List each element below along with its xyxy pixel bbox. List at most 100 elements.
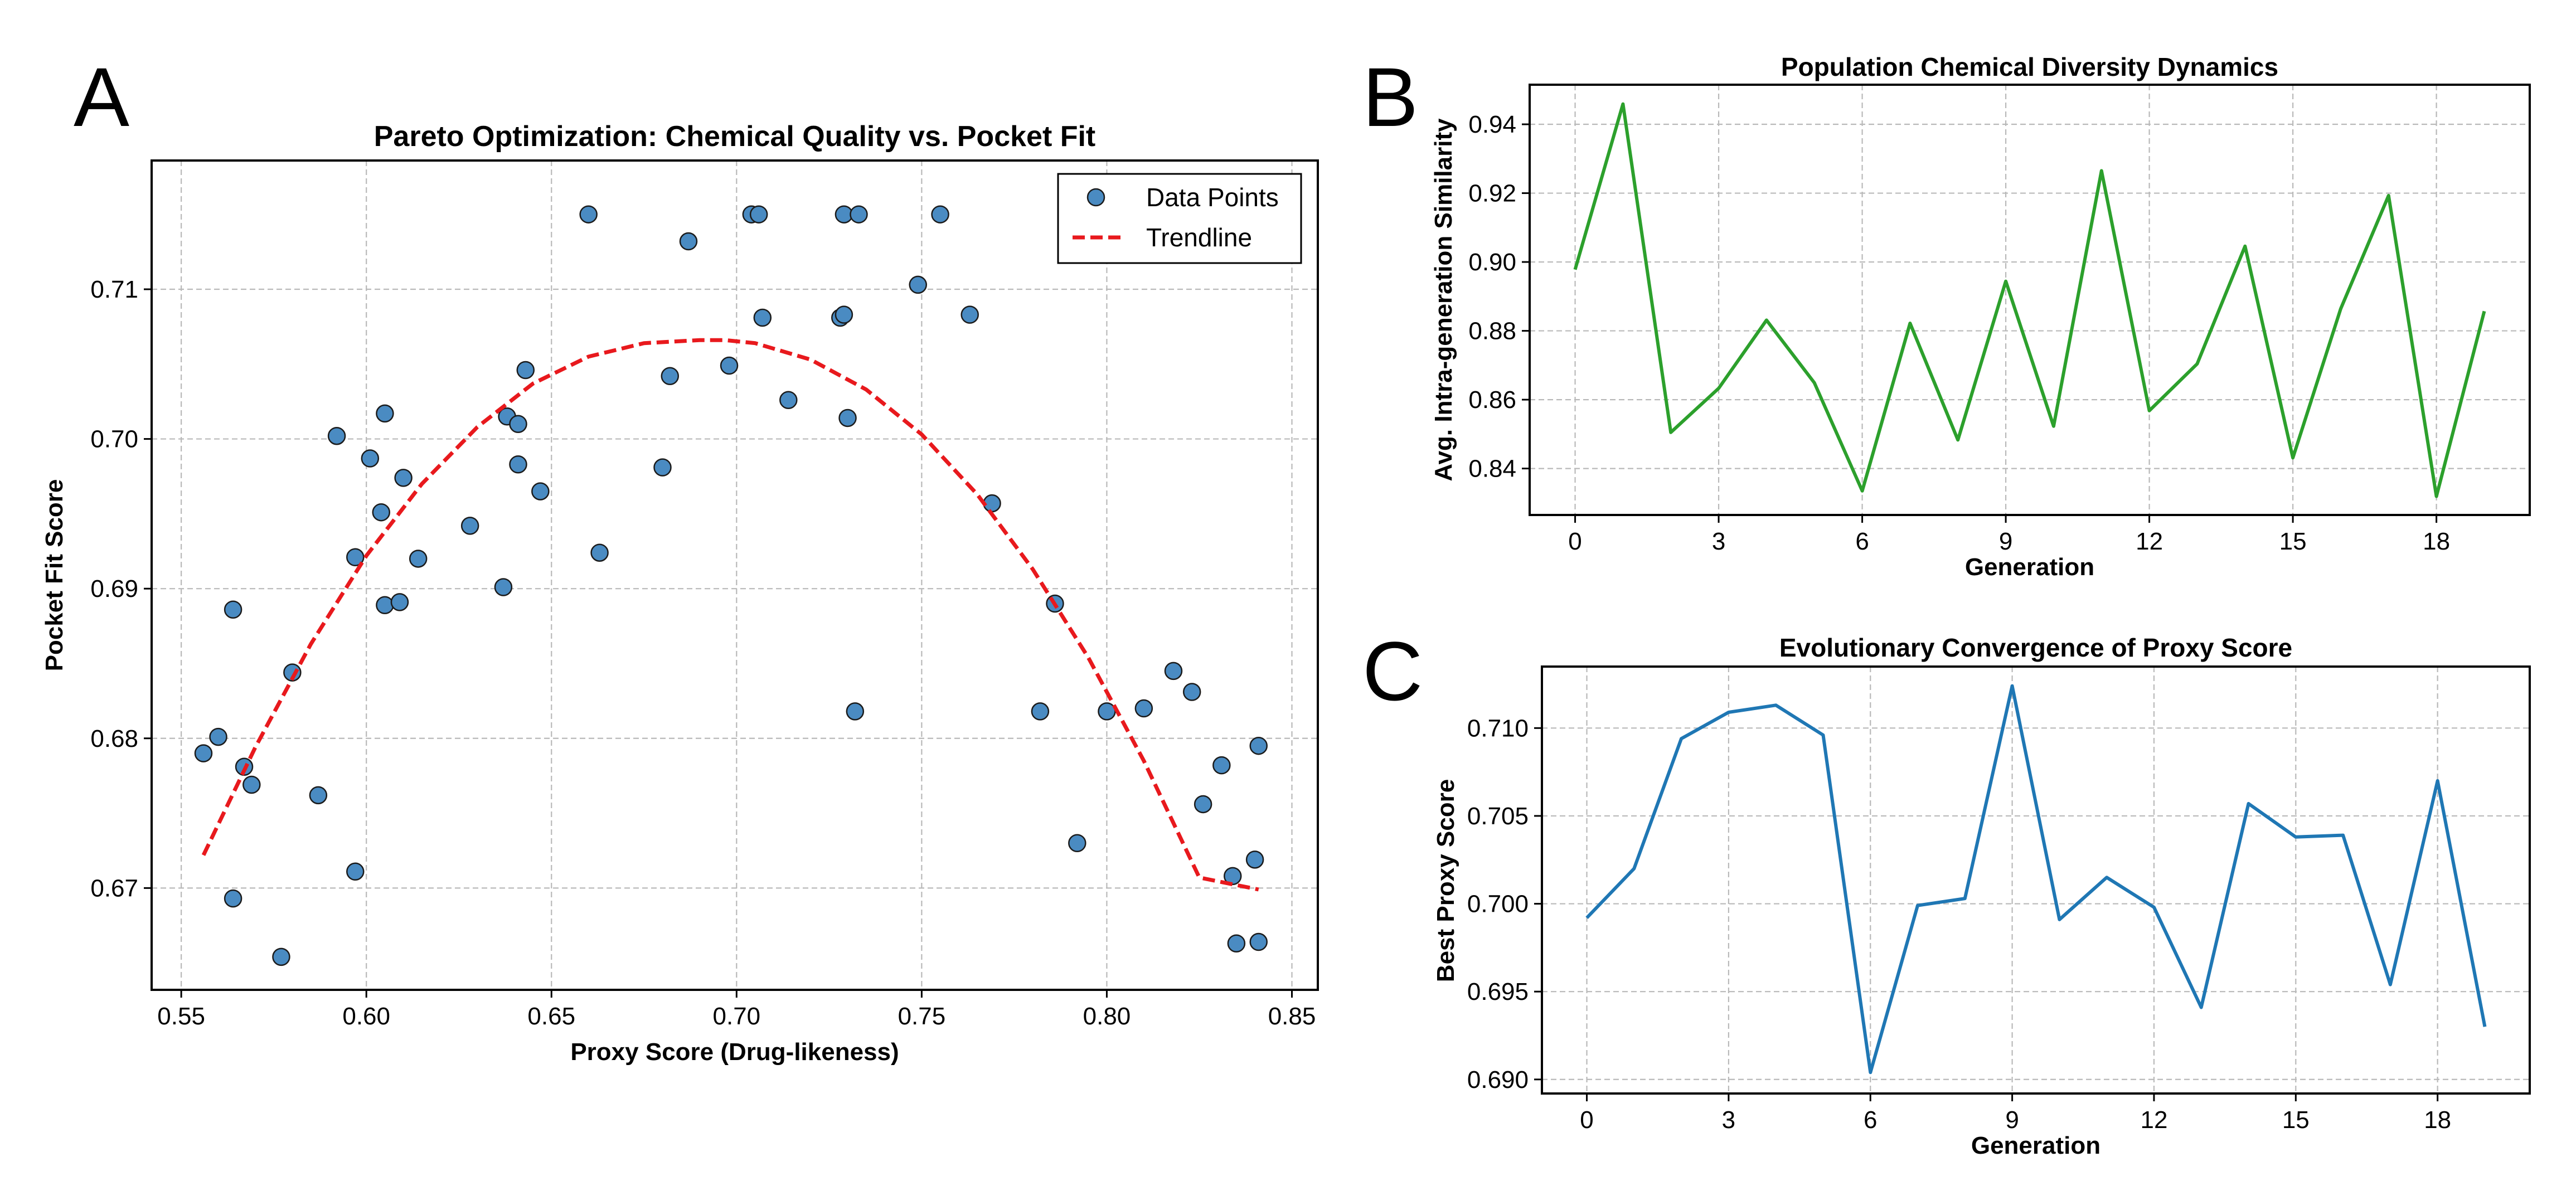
a-xtick-label: 0.80	[1083, 1003, 1131, 1030]
chart-a-xlabel: Proxy Score (Drug-likeness)	[570, 1038, 899, 1066]
b-xtick-label: 6	[1855, 528, 1869, 555]
data-point	[1245, 850, 1264, 869]
data-point	[931, 205, 949, 223]
data-point	[850, 205, 868, 223]
data-point	[720, 356, 739, 375]
panel-letter-c: C	[1362, 624, 1423, 718]
data-point	[579, 205, 598, 223]
data-point	[1249, 932, 1268, 951]
c-xtick-label: 3	[1722, 1106, 1735, 1134]
chart-c-grid	[1542, 667, 2530, 1093]
b-xtick-label: 18	[2423, 528, 2450, 555]
a-xtick-label: 0.70	[713, 1003, 761, 1030]
data-point	[224, 600, 242, 619]
data-point	[516, 361, 535, 380]
proxy-score-line	[1585, 684, 2487, 1075]
c-ytick-label: 0.695	[1467, 978, 1529, 1005]
panel-letter-a: A	[74, 50, 129, 144]
chart-a-grid	[152, 161, 1318, 990]
chart-b-series	[1573, 102, 2486, 498]
b-ytick-label: 0.88	[1468, 318, 1516, 345]
data-point	[1194, 795, 1212, 814]
chart-b-grid	[1530, 85, 2530, 515]
data-point	[283, 663, 302, 682]
a-ytick-label: 0.71	[90, 276, 138, 303]
data-point	[653, 458, 672, 477]
data-point	[779, 391, 798, 409]
chart-b: 0 3 6 9 12 15 18 0.84 0.86 0.88 0.90 0.92 0.94 Popul…	[1430, 52, 2531, 581]
data-point	[1031, 702, 1050, 721]
chart-a-axes: 0.55 0.60 0.65 0.70 0.75 0.80 0.85 0.67 0.68 0.69…	[90, 276, 1316, 1030]
data-point	[376, 596, 394, 614]
b-xtick-label: 0	[1568, 528, 1582, 555]
data-point	[531, 482, 550, 500]
b-xtick-label: 15	[2279, 528, 2307, 555]
data-point	[242, 775, 261, 794]
legend-marker-data-points	[1086, 188, 1105, 207]
c-ytick-label: 0.710	[1467, 715, 1529, 742]
data-point	[590, 543, 609, 562]
chart-c-xlabel: Generation	[1971, 1132, 2100, 1159]
c-xtick-label: 6	[1864, 1106, 1877, 1134]
chart-a-title: Pareto Optimization: Chemical Quality vs…	[374, 120, 1096, 153]
b-xtick-label: 3	[1712, 528, 1725, 555]
a-xtick-label: 0.75	[898, 1003, 946, 1030]
data-point	[494, 578, 513, 596]
panel-letter-b: B	[1362, 50, 1418, 144]
chart-c-title: Evolutionary Convergence of Proxy Score	[1779, 633, 2292, 662]
data-point	[1164, 662, 1183, 681]
a-xtick-label: 0.60	[342, 1003, 390, 1030]
data-point	[409, 550, 428, 568]
legend-label-data-points: Data Points	[1146, 183, 1279, 212]
chart-b-axes: 0 3 6 9 12 15 18 0.84 0.86 0.88 0.90 0.92 0.94	[1468, 111, 2450, 555]
chart-a-frame	[151, 159, 1319, 991]
data-point	[838, 409, 857, 427]
data-point	[1068, 834, 1086, 853]
data-point	[194, 744, 213, 762]
data-point	[460, 517, 479, 535]
chart-a-legend: Data Points Trendline	[1057, 173, 1302, 264]
data-point	[361, 449, 380, 468]
chart-a: 0.55 0.60 0.65 0.70 0.75 0.80 0.85 0.67 0.68 0.69…	[41, 120, 1319, 1066]
data-point	[679, 232, 698, 251]
a-ytick-label: 0.69	[90, 575, 138, 602]
chart-c-series	[1585, 684, 2487, 1075]
b-xtick-label: 12	[2136, 528, 2163, 555]
data-point	[209, 727, 227, 746]
c-ytick-label: 0.705	[1467, 803, 1529, 830]
data-point	[1182, 683, 1201, 701]
data-point	[372, 503, 391, 522]
similarity-line	[1573, 102, 2486, 498]
data-point	[1227, 934, 1246, 952]
b-ytick-label: 0.84	[1468, 455, 1516, 483]
a-xtick-label: 0.65	[527, 1003, 575, 1030]
c-xtick-label: 12	[2140, 1106, 2167, 1134]
data-point	[327, 426, 346, 445]
data-point	[224, 889, 242, 908]
a-ytick-label: 0.70	[90, 426, 138, 453]
data-point	[1224, 867, 1242, 886]
data-point	[309, 786, 328, 805]
data-point	[272, 947, 290, 966]
trendline	[201, 338, 1259, 892]
data-point	[390, 593, 409, 611]
data-point	[1212, 756, 1231, 775]
a-xtick-label: 0.55	[157, 1003, 205, 1030]
c-xtick-label: 15	[2282, 1106, 2310, 1134]
c-ytick-label: 0.690	[1467, 1066, 1529, 1093]
a-ytick-label: 0.67	[90, 874, 138, 902]
data-point	[394, 469, 413, 487]
c-xtick-label: 18	[2424, 1106, 2451, 1134]
data-point	[346, 548, 365, 567]
data-point	[661, 367, 680, 386]
a-xtick-label: 0.85	[1268, 1003, 1316, 1030]
data-point	[376, 404, 394, 423]
data-point	[1249, 736, 1268, 755]
b-ytick-label: 0.94	[1468, 111, 1516, 138]
data-point	[509, 415, 527, 433]
chart-a-series	[194, 205, 1268, 966]
data-point	[846, 702, 865, 721]
chart-b-title: Population Chemical Diversity Dynamics	[1781, 52, 2278, 81]
c-xtick-label: 9	[2005, 1106, 2019, 1134]
